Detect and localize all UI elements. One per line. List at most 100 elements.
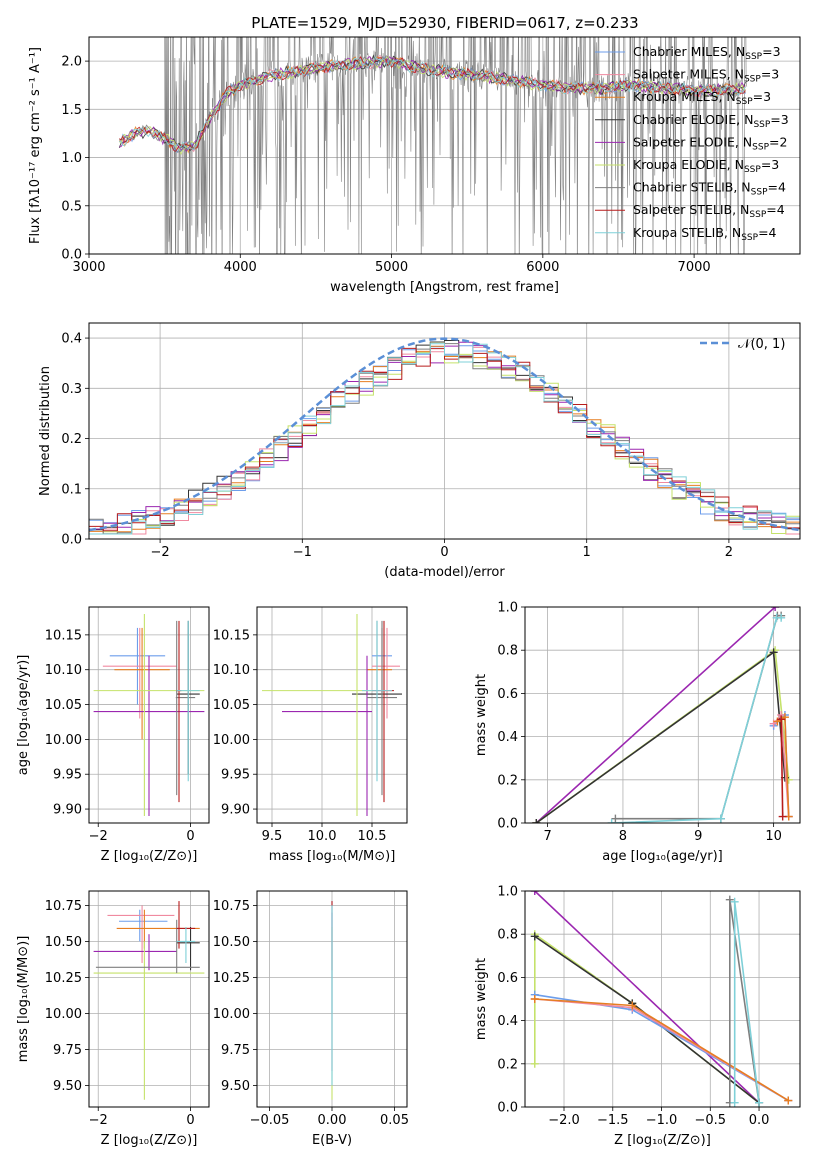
spectrum-x-tick-label: 4000 [224, 260, 257, 275]
mass-vs-ebv-x-tick-label: 0.00 [318, 1113, 347, 1128]
weight-vs-z-y-tick-label: 0.0 [497, 1101, 518, 1116]
spectrum-y-tick-label: 0.0 [61, 248, 82, 263]
model-spectrum-line-chabrier_stelib [119, 55, 746, 153]
weight-vs-z-y-tick-label: 0.2 [497, 1057, 518, 1072]
spectrum-x-tick-label: 5000 [375, 260, 408, 275]
age-vs-z-x-tick-label: −2 [89, 829, 108, 844]
mass-vs-z-y-axis-label: mass [log₁₀(M/M⊙)] [16, 936, 31, 1063]
weight-marker-kroupa_stelib [716, 814, 725, 823]
age-vs-z-y-tick-label: 9.95 [53, 768, 82, 783]
mass-vs-z-plot [93, 901, 205, 1100]
mass-vs-ebv-frame [256, 890, 408, 1108]
weight-marker-chabrier_elodie [769, 648, 778, 657]
age-vs-mass-x-tick-label: 10.0 [308, 829, 337, 844]
age-vs-mass-y-tick-label: 10.15 [213, 628, 250, 643]
mass-vs-z-grid [89, 891, 209, 1107]
residuals-y-tick-label: 0.0 [61, 533, 82, 548]
mass-vs-ebv-y-tick-label: 9.50 [221, 1079, 250, 1094]
mass-vs-ebv-x-tick-label: −0.05 [250, 1113, 290, 1128]
age-vs-mass-y-tick-label: 9.95 [221, 768, 250, 783]
weight-line-kroupa_stelib [733, 901, 760, 1103]
weight-marker-salpeter_elodie [771, 607, 780, 611]
residuals-x-tick-label: 1 [583, 545, 591, 560]
mass-vs-ebv-x-tick-label: 0.05 [380, 1113, 409, 1128]
spectrum-x-tick-label: 6000 [526, 260, 559, 275]
observed-spectrum-line [164, 37, 748, 254]
spectrum-x-tick-label: 3000 [72, 260, 105, 275]
weight-vs-age-x-tick-label: 9 [694, 829, 702, 844]
legend-label-chabrier_stelib: Chabrier STELIB, NSSP=4 [633, 180, 786, 198]
figure-title: PLATE=1529, MJD=52930, FIBERID=0617, z=0… [251, 14, 638, 32]
mass-vs-z-y-tick-label: 9.75 [53, 1043, 82, 1058]
residuals-x-tick-label: −1 [293, 545, 312, 560]
age-vs-z-y-tick-label: 10.05 [45, 698, 82, 713]
age-vs-mass-x-tick-label: 9.5 [262, 829, 283, 844]
mass-vs-ebv-y-tick-label: 10.50 [213, 935, 250, 950]
weight-vs-z-x-tick-label: −0.5 [694, 1113, 726, 1128]
residuals-legend: 𝒩(0, 1) [700, 337, 785, 352]
weight-marker-kroupa_stelib [755, 1098, 764, 1107]
weight-marker-kroupa_stelib [607, 819, 616, 823]
spectrum-legend: Chabrier MILES, NSSP=3 Salpeter MILES, NS… [595, 44, 789, 243]
age-vs-z-x-axis-label: Z [log₁₀(Z/Z⊙)] [101, 849, 198, 864]
residuals-x-axis-label: (data-model)/error [384, 565, 505, 580]
weight-vs-z-y-axis-label: mass weight [474, 958, 489, 1040]
weight-vs-age-y-tick-label: 0.2 [497, 773, 518, 788]
spectrum-y-tick-label: 1.0 [61, 151, 82, 166]
mass-vs-ebv-x-axis-label: E(B-V) [312, 1133, 352, 1148]
legend-label-chabrier_miles: Chabrier MILES, NSSP=3 [633, 44, 781, 62]
weight-vs-z-x-tick-label: 0.0 [749, 1113, 770, 1128]
weight-vs-age-y-tick-label: 0.0 [497, 817, 518, 832]
legend-label-salpeter_stelib: Salpeter STELIB, NSSP=4 [633, 202, 785, 220]
weight-vs-age-y-axis-label: mass weight [474, 674, 489, 756]
weight-marker-kroupa_elodie [530, 1059, 539, 1068]
legend-label-chabrier_elodie: Chabrier ELODIE, NSSP=3 [633, 112, 789, 130]
weight-vs-age-y-tick-label: 1.0 [497, 601, 518, 616]
legend-label-salpeter_elodie: Salpeter ELODIE, NSSP=2 [633, 134, 787, 152]
mass-vs-z-y-tick-label: 10.50 [45, 935, 82, 950]
weight-vs-age-x-tick-label: 8 [619, 829, 627, 844]
residuals-y-axis-label: Normed distribution [38, 366, 53, 496]
age-vs-z-x-tick-label: 0 [186, 829, 194, 844]
residuals-frame [88, 322, 801, 540]
age-vs-z-y-tick-label: 10.10 [45, 663, 82, 678]
residuals-y-tick-label: 0.1 [61, 482, 82, 497]
weight-marker-kroupa_miles [530, 995, 539, 1003]
legend-label-kroupa_elodie: Kroupa ELODIE, NSSP=3 [633, 157, 779, 175]
mass-vs-z-y-tick-label: 10.75 [45, 899, 82, 914]
spectrum-panel: 3000 4000 5000 6000 7000 0.0 0.5 1.0 1.5 2.0 wavel… [28, 36, 801, 295]
mass-vs-ebv-y-tick-label: 10.25 [213, 971, 250, 986]
weight-marker-chabrier_elodie [530, 932, 539, 941]
residuals-x-tick-label: −2 [151, 545, 170, 560]
age-vs-z-plot [93, 613, 205, 817]
weight-marker-chabrier_stelib [725, 895, 734, 904]
mass-vs-z-frame [88, 890, 210, 1108]
mass-vs-ebv-panel: −0.05 0.00 0.05 9.50 9.75 10.00 10.25 10.50 10.7… [213, 890, 409, 1148]
age-vs-mass-panel: 9.5 10.0 10.5 9.90 9.95 10.00 10.05 10.10 10.15 m… [213, 606, 408, 864]
weight-marker-kroupa_stelib [730, 1098, 739, 1107]
residual-histogram-chabrier_stelib [89, 341, 800, 535]
weight-vs-age-frame [524, 606, 801, 824]
weight-vs-age-x-axis-label: age [log₁₀(age/yr)] [602, 849, 723, 864]
spectrum-plot [118, 37, 748, 254]
mass-vs-z-y-tick-label: 10.25 [45, 971, 82, 986]
weight-marker-chabrier_elodie [532, 819, 541, 823]
legend-label-salpeter_miles: Salpeter MILES, NSSP=3 [633, 67, 779, 85]
residuals-plot [89, 337, 800, 535]
age-vs-mass-y-tick-label: 10.10 [213, 663, 250, 678]
weight-line-chabrier_elodie [535, 650, 786, 823]
mass-vs-ebv-y-tick-label: 10.75 [213, 899, 250, 914]
weight-vs-age-y-tick-label: 0.8 [497, 644, 518, 659]
weight-vs-age-panel: 7 8 9 10 0.0 0.2 0.4 0.6 0.8 1.0 age [log₁₀(age/yr… [474, 601, 801, 864]
weight-vs-age-x-tick-label: 7 [543, 829, 551, 844]
mass-vs-z-x-tick-label: −2 [89, 1113, 108, 1128]
mass-vs-ebv-y-tick-label: 10.00 [213, 1007, 250, 1022]
residuals-x-tick-label: 0 [440, 545, 448, 560]
spectrum-y-axis-label: Flux [fλ10⁻¹⁷ erg cm⁻² s⁻¹ A⁻¹] [28, 47, 43, 244]
weight-vs-z-y-tick-label: 0.4 [497, 1014, 518, 1029]
mass-vs-z-x-axis-label: Z [log₁₀(Z/Z⊙)] [101, 1133, 198, 1148]
weight-marker-kroupa_stelib [777, 613, 786, 622]
spectrum-y-tick-label: 0.5 [61, 199, 82, 214]
weight-vs-z-y-tick-label: 1.0 [497, 885, 518, 900]
